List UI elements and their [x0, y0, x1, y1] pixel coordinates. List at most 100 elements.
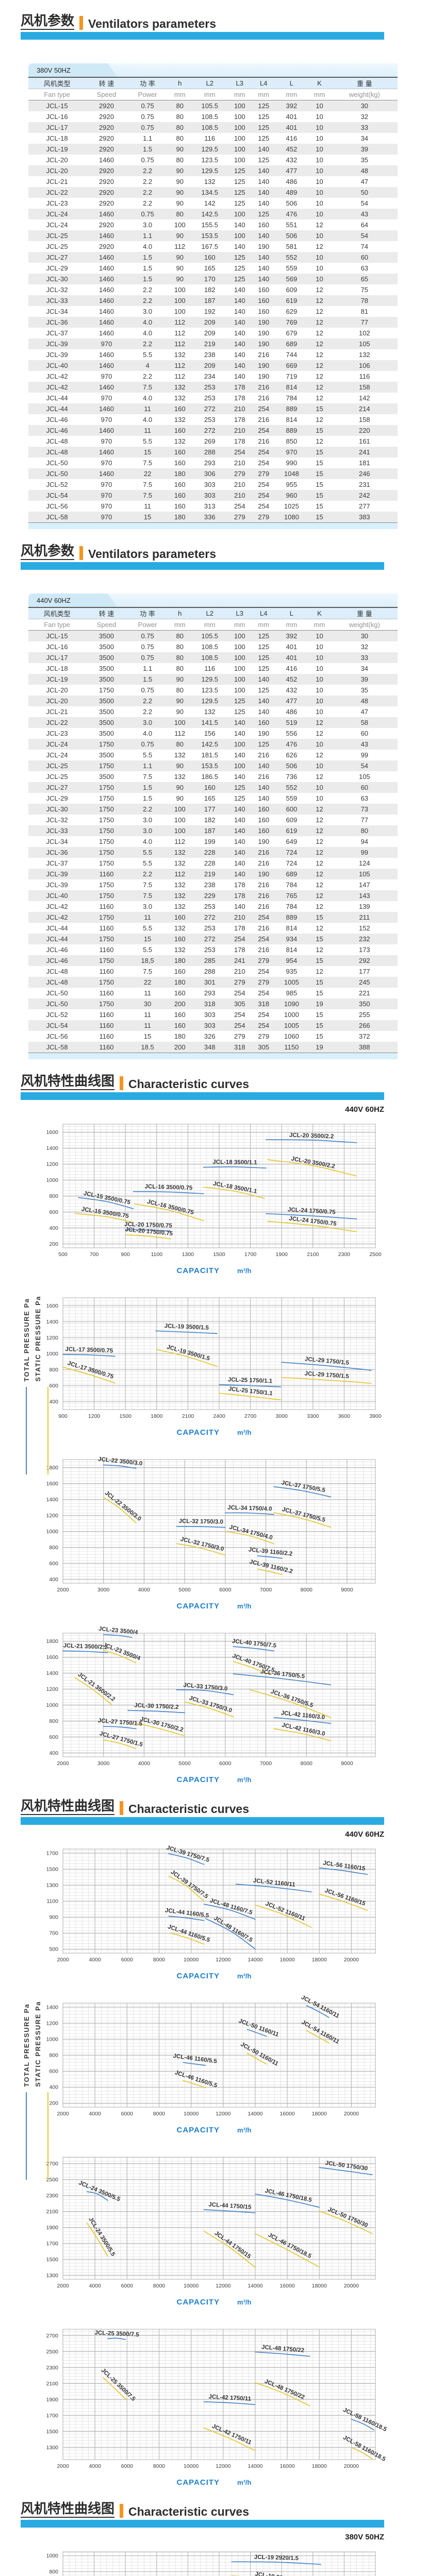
- table-cell: 4.0: [143, 394, 153, 402]
- table-cell: 228: [204, 849, 216, 856]
- column-header-en: weight(kg): [331, 619, 398, 631]
- table-cell: 1460: [99, 362, 114, 369]
- table-cell: 140: [258, 275, 270, 283]
- x-tick-label: 12000: [216, 2283, 231, 2289]
- table-cell: 293: [204, 459, 216, 467]
- table-cell: 279: [234, 513, 245, 521]
- table-cell: 140: [234, 730, 245, 737]
- table-cell: 669: [286, 362, 298, 369]
- y-tick-label: 400: [49, 2084, 58, 2091]
- table-cell: 12: [316, 946, 323, 954]
- table-cell: 1160: [99, 903, 114, 910]
- table-cell: 209: [204, 318, 216, 326]
- table-cell: 254: [258, 502, 270, 510]
- table-cell: 100: [234, 113, 245, 121]
- table-cell: 10: [316, 654, 323, 662]
- y-tick-label: 1600: [46, 1129, 59, 1136]
- y-tick-label: 2100: [46, 2381, 59, 2387]
- table-cell: 254: [258, 913, 270, 921]
- table-cell: JCL-36: [46, 849, 68, 856]
- column-header-zh: h: [168, 607, 192, 619]
- table-cell: 125: [234, 794, 245, 802]
- table-cell: JCL-19: [46, 145, 68, 153]
- table-cell: 80: [176, 210, 184, 218]
- table-cell: 214: [358, 405, 370, 413]
- table-cell: 0.75: [141, 210, 154, 218]
- table-cell: 305: [258, 1043, 270, 1051]
- y-tick-label: 2100: [46, 2209, 59, 2215]
- curve-total-pressure: [235, 1884, 312, 1892]
- table-cell: 506: [286, 232, 298, 240]
- table-cell: 254: [258, 989, 270, 997]
- table-cell: 216: [258, 881, 270, 889]
- table-cell: 970: [101, 437, 112, 445]
- table-cell: 254: [258, 492, 270, 499]
- pressure-axis-legend: TOTAL PRESSURE Pa STATIC PRESSURE Pa: [23, 1296, 64, 1475]
- table-cell: JCL-42: [46, 903, 68, 910]
- table-cell: 140: [234, 372, 245, 380]
- curve-total-pressure: [224, 1512, 275, 1515]
- capacity-text: CAPACITY: [176, 1428, 220, 1437]
- table-row: JCL-30 1750 2.2 100 177 140 160 600 12 73: [28, 804, 398, 815]
- table-cell: 279: [258, 470, 270, 478]
- table-cell: 970: [101, 492, 112, 499]
- table-cell: JCL-39: [46, 340, 68, 348]
- table-cell: 1160: [99, 1022, 114, 1029]
- curve-total-pressure: [266, 1139, 357, 1143]
- y-tick-label: 1000: [46, 2553, 59, 2559]
- column-header-zh: L: [275, 607, 308, 619]
- table-cell: 3500: [99, 708, 114, 716]
- table-row: JCL-20 1750 0.75 80 123.5 100 125 432 10 35: [28, 685, 398, 696]
- table-cell: 160: [174, 913, 186, 921]
- table-cell: 54: [360, 232, 369, 240]
- table-cell: 210: [234, 492, 245, 499]
- curve-total-pressure: [155, 1330, 218, 1334]
- curve-static-pressure: [255, 2382, 310, 2406]
- table-cell: 1750: [99, 805, 114, 813]
- curve-label: JCL-15 3500/0.75: [83, 1190, 131, 1206]
- table-cell: 970: [101, 481, 112, 488]
- section-title-en: Characteristic curves: [128, 1077, 249, 1091]
- curve-label: JCL-48 1160/7.5: [212, 1915, 254, 1943]
- x-tick-label: 12000: [216, 2463, 231, 2469]
- x-tick-label: 3000: [97, 1760, 110, 1767]
- table-cell: JCL-32: [46, 816, 68, 824]
- table-cell: 1460: [99, 329, 114, 337]
- table-cell: 209: [204, 362, 216, 369]
- table-cell: JCL-44: [46, 405, 68, 413]
- table-cell: 2920: [99, 113, 114, 121]
- curve-label: JCL-29 1750/1.5: [304, 1370, 350, 1380]
- y-tick-label: 1000: [46, 1351, 59, 1357]
- table-cell: 182: [204, 816, 216, 824]
- y-tick-label: 2300: [46, 2365, 59, 2371]
- table-cell: 134.5: [201, 189, 219, 196]
- table-cell: 60: [360, 730, 369, 737]
- table-cell: 123.5: [201, 686, 219, 694]
- table-cell: 1.5: [143, 794, 153, 802]
- x-tick-label: 1700: [244, 1251, 257, 1258]
- chart-grid: [62, 2157, 376, 2280]
- curves-section: 2000 4000 6000 8000 10000 12000 14000 16000 1800…: [0, 1842, 428, 2487]
- table-cell: 178: [234, 394, 245, 402]
- table-cell: 12: [316, 297, 323, 304]
- table-cell: 2.2: [143, 167, 153, 175]
- table-cell: 10: [316, 794, 323, 802]
- table-row: JCL-29 1460 1.5 90 165 125 140 559 10 63: [28, 263, 398, 274]
- section-title: 风机参数 Ventilators parameters: [21, 545, 428, 560]
- curve-label: JCL-58 1160/18.5: [342, 2434, 387, 2463]
- curve-label: JCL-46 1750/18.5: [267, 2232, 312, 2260]
- table-cell: 90: [176, 189, 184, 196]
- column-header-en: mm: [252, 89, 276, 100]
- capacity-unit: m³/h: [237, 1776, 252, 1784]
- curve-static-pressure: [168, 1875, 205, 1902]
- x-tick-label: 2400: [213, 1413, 225, 1419]
- table-cell: 1160: [99, 946, 114, 954]
- table-cell: JCL-15: [46, 102, 68, 110]
- chart-block: 4006008001000120014001600180020002200240…: [0, 2545, 428, 2576]
- table-cell: 231: [358, 481, 370, 488]
- table-row: JCL-19 3500 1.5 90 129.5 100 140 452 10 39: [28, 674, 398, 685]
- table-cell: 272: [204, 405, 216, 413]
- table-cell: 167.5: [201, 243, 219, 250]
- table-cell: 486: [286, 708, 298, 716]
- table-cell: 7.5: [143, 481, 153, 488]
